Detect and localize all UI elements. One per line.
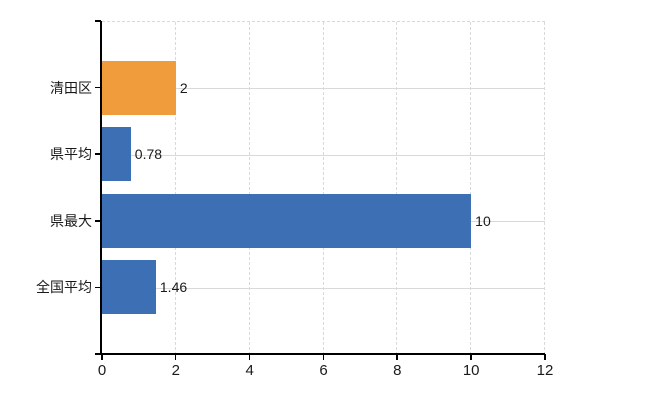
bar-value-label: 1.46 [159, 279, 188, 296]
x-axis-tick [544, 354, 546, 360]
x-tick-label: 12 [536, 362, 554, 379]
y-axis-line [100, 21, 102, 354]
x-tick-label: 2 [171, 362, 180, 379]
gridline-vertical [322, 22, 324, 355]
y-axis-tick [95, 153, 101, 155]
x-axis-tick [322, 354, 324, 360]
bar [102, 60, 176, 115]
x-tick-label: 4 [245, 362, 254, 379]
y-axis-tick [95, 286, 101, 289]
category-label: 県最大 [50, 212, 92, 229]
bar-value-label: 0.78 [134, 146, 163, 163]
gridline-horizontal [102, 88, 545, 90]
gridline-vertical [396, 22, 398, 355]
x-tick-label: 6 [319, 362, 328, 379]
category-label: 県平均 [50, 146, 92, 163]
category-label: 全国平均 [36, 279, 92, 296]
bar [102, 260, 156, 315]
gridline-vertical [544, 22, 545, 355]
gridline-vertical [470, 22, 472, 355]
x-axis-tick [101, 354, 103, 360]
gridline-vertical [174, 22, 176, 355]
x-axis-tick [396, 354, 398, 360]
x-axis-tick [248, 354, 251, 360]
y-axis-tick [95, 353, 101, 355]
category-label: 清田区 [50, 79, 92, 96]
bar [102, 193, 472, 248]
bar-value-label: 10 [475, 212, 491, 229]
y-axis-tick [95, 20, 101, 22]
y-axis-tick [95, 220, 101, 222]
x-tick-label: 8 [393, 362, 402, 379]
x-tick-label: 0 [97, 362, 107, 379]
y-axis-tick [95, 86, 101, 89]
x-axis-tick [470, 354, 472, 360]
bar [102, 127, 131, 182]
bar-value-label: 2 [179, 79, 188, 96]
gridline-horizontal [102, 287, 545, 289]
gridline-vertical [248, 22, 250, 355]
x-axis-tick [174, 354, 177, 360]
gridline-horizontal [102, 154, 545, 156]
x-tick-label: 10 [462, 362, 480, 379]
